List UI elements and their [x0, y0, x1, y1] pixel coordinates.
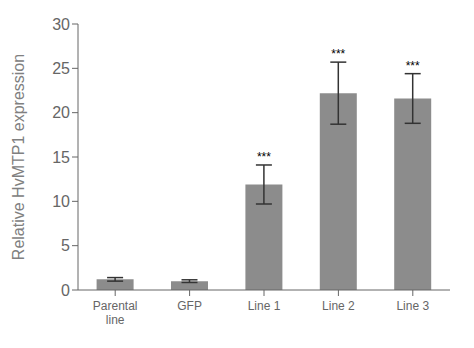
svg-text:15: 15: [52, 149, 70, 166]
svg-text:Line 3: Line 3: [396, 299, 429, 313]
svg-text:25: 25: [52, 60, 70, 77]
svg-text:***: ***: [331, 47, 345, 61]
svg-text:***: ***: [406, 59, 420, 73]
svg-text:Relative HvMTP1 expression: Relative HvMTP1 expression: [10, 54, 27, 260]
svg-text:10: 10: [52, 193, 70, 210]
svg-text:5: 5: [61, 237, 70, 254]
svg-text:Parentalline: Parentalline: [93, 299, 138, 327]
svg-text:Line 2: Line 2: [322, 299, 355, 313]
svg-text:30: 30: [52, 16, 70, 33]
svg-text:***: ***: [257, 150, 271, 164]
svg-text:0: 0: [61, 282, 70, 299]
svg-text:20: 20: [52, 104, 70, 121]
svg-text:GFP: GFP: [177, 299, 202, 313]
svg-text:Line 1: Line 1: [248, 299, 281, 313]
